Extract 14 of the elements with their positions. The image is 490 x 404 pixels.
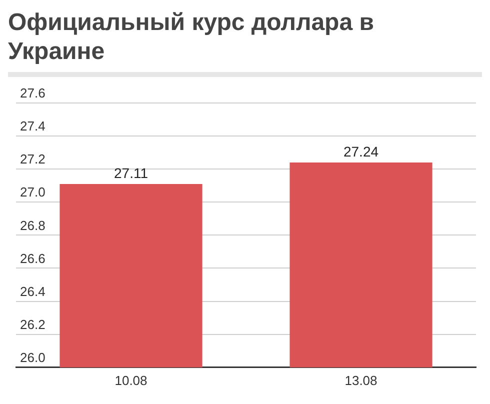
- y-tick-label: 27.4: [20, 118, 46, 134]
- y-tick-label: 27.6: [20, 86, 46, 101]
- y-tick-label: 27.2: [20, 152, 46, 167]
- x-tick-label: 13.08: [344, 372, 378, 388]
- y-tick-label: 26.0: [20, 350, 46, 365]
- y-tick-label: 26.6: [20, 250, 46, 266]
- y-tick-label: 26.4: [20, 284, 46, 299]
- x-tick-label: 10.08: [114, 372, 148, 388]
- y-tick-label: 27.0: [20, 184, 46, 200]
- chart-title: Официальный курс доллара в Украине: [8, 8, 375, 66]
- data-label: 27.11: [114, 164, 148, 181]
- y-tick-label: 26.2: [20, 316, 46, 332]
- y-tick-label: 26.8: [20, 218, 46, 233]
- data-label: 27.24: [343, 143, 379, 160]
